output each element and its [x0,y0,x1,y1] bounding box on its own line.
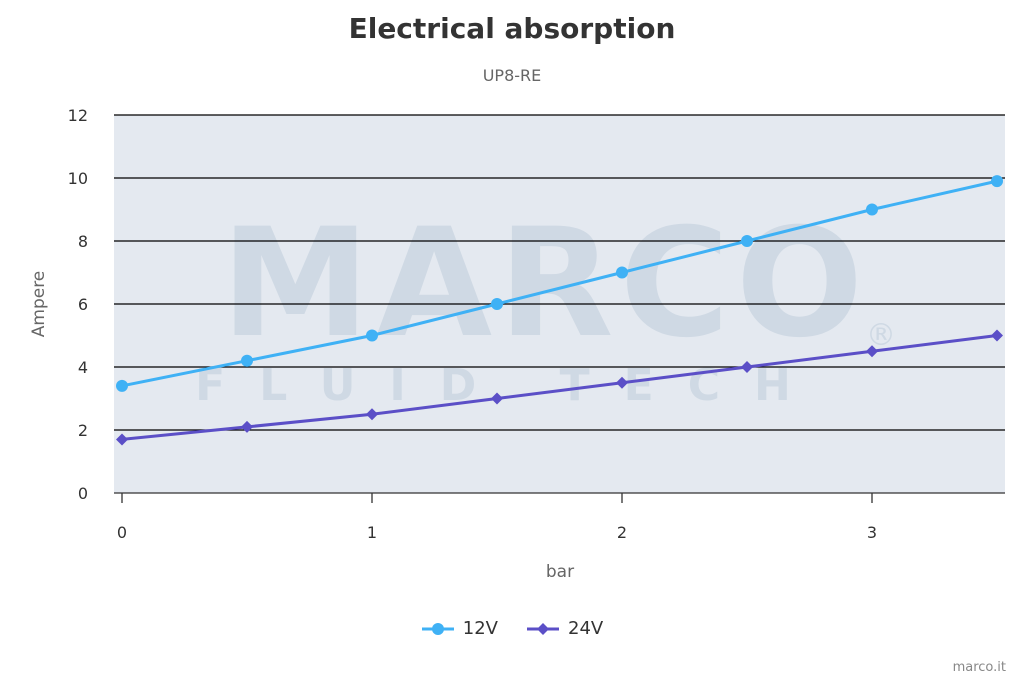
x-tick-label: 1 [367,523,377,542]
data-point[interactable] [991,329,1003,342]
data-point[interactable] [491,298,503,310]
y-axis-title: Ampere [29,271,49,338]
legend-marker-diamond [537,622,549,635]
data-point[interactable] [116,433,128,446]
watermark-tagline: FLUID TECH [195,360,825,411]
x-tick-label: 3 [867,523,877,542]
x-axis-title: bar [546,562,574,582]
legend-label-12v: 12V [462,618,498,639]
watermark-brand: MARCO [221,197,869,371]
data-point[interactable] [241,420,253,433]
legend: 12V 24V [0,618,1024,639]
y-tick-label: 6 [78,295,88,314]
y-tick-label: 0 [78,484,88,503]
series-line [121,334,998,441]
data-point[interactable] [366,408,378,421]
y-tick-label: 10 [68,169,88,188]
data-point[interactable] [366,329,378,342]
data-point[interactable] [741,235,753,247]
marco-watermark-logo: MARCO FLUID TECH ® [195,197,896,411]
chart-title: Electrical absorption [348,12,676,45]
y-tick-label: 4 [78,358,88,377]
data-point[interactable] [491,392,503,405]
series-24v [116,329,1003,446]
data-point[interactable] [116,379,128,392]
grid-lines [114,114,1005,494]
data-point[interactable] [241,354,253,367]
credit-link[interactable]: marco.it [952,660,1006,675]
legend-marker-circle [431,622,444,635]
x-tick-label: 0 [117,523,127,542]
y-tick-label: 12 [68,106,88,125]
legend-symbol-24v [527,622,559,635]
series-layer [116,175,1003,446]
legend-item-12v[interactable]: 12V [421,618,498,639]
chart-subtitle: UP8-RE [482,66,542,85]
legend-symbol-12v [421,622,454,635]
x-axis-tick-labels: 0 1 2 3 [117,493,877,542]
series-line [121,179,998,388]
data-point[interactable] [741,361,753,373]
data-point[interactable] [991,175,1003,188]
data-point[interactable] [616,376,628,389]
data-point[interactable] [616,266,628,279]
x-tick-label: 2 [617,523,627,542]
series-12v [116,175,1003,392]
data-point[interactable] [866,345,878,358]
data-point[interactable] [866,203,878,216]
y-tick-label: 8 [78,232,88,251]
legend-label-24v: 24V [568,618,604,639]
y-axis-tick-labels: 0 2 4 6 8 10 12 [68,106,88,503]
legend-item-24v[interactable]: 24V [526,618,603,639]
y-tick-label: 2 [78,421,88,440]
